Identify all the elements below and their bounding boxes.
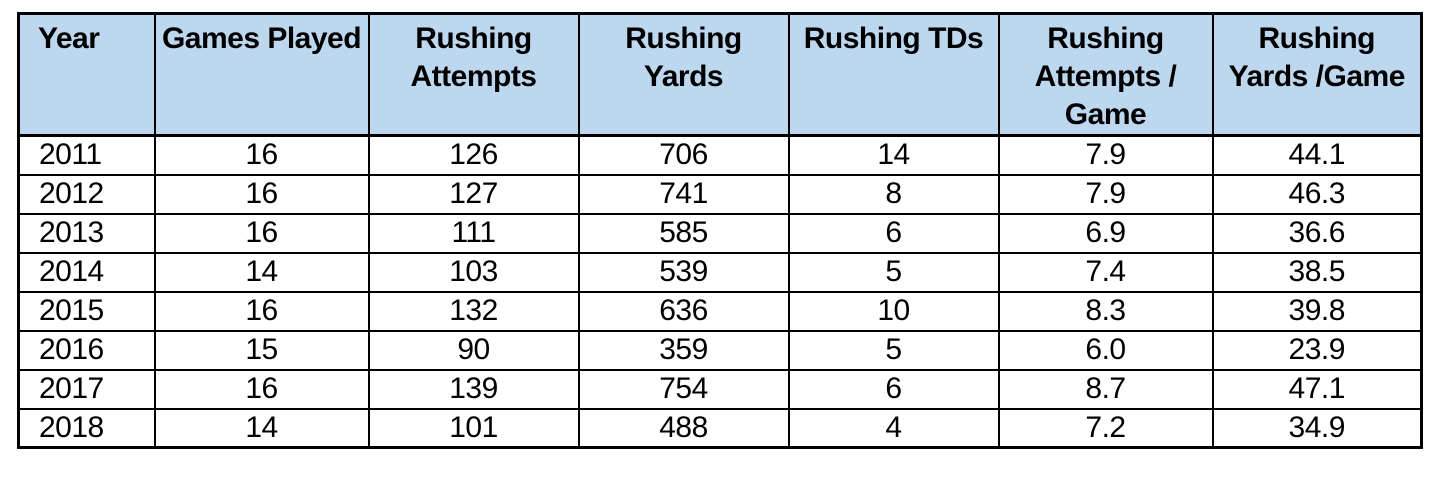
cell-year: 2016 xyxy=(17,329,156,371)
cell-rushing-tds: 6 xyxy=(787,368,1000,410)
cell-rushing-yards: 359 xyxy=(577,329,790,371)
column-header-rushing-yards: Rushing Yards xyxy=(577,12,790,137)
cell-rushing-yards: 539 xyxy=(577,251,790,293)
cell-rushing-tds: 10 xyxy=(787,290,1000,332)
cell-rushing-tds: 8 xyxy=(787,173,1000,215)
header-row: Year Games Played Rushing Attempts Rushi… xyxy=(17,12,1423,137)
table-row-2013: 2013 16 111 585 6 6.9 36.6 xyxy=(17,212,1423,254)
cell-rushing-tds: 5 xyxy=(787,329,1000,371)
cell-rushing-attempts-per-game: 7.4 xyxy=(997,251,1214,293)
table-row-2018: 2018 14 101 488 4 7.2 34.9 xyxy=(17,407,1423,449)
cell-rushing-attempts-per-game: 7.9 xyxy=(997,173,1214,215)
cell-rushing-tds: 5 xyxy=(787,251,1000,293)
cell-rushing-attempts: 132 xyxy=(367,290,580,332)
cell-games-played: 16 xyxy=(153,212,370,254)
cell-games-played: 15 xyxy=(153,329,370,371)
column-header-rushing-attempts: Rushing Attempts xyxy=(367,12,580,137)
cell-games-played: 14 xyxy=(153,407,370,449)
cell-rushing-yards: 706 xyxy=(577,134,790,176)
cell-rushing-attempts: 127 xyxy=(367,173,580,215)
cell-rushing-yards-per-game: 47.1 xyxy=(1211,368,1423,410)
cell-games-played: 16 xyxy=(153,290,370,332)
cell-rushing-yards: 741 xyxy=(577,173,790,215)
cell-rushing-yards-per-game: 39.8 xyxy=(1211,290,1423,332)
cell-rushing-tds: 6 xyxy=(787,212,1000,254)
cell-rushing-yards: 636 xyxy=(577,290,790,332)
cell-rushing-yards-per-game: 34.9 xyxy=(1211,407,1423,449)
cell-rushing-attempts: 111 xyxy=(367,212,580,254)
table-row-2012: 2012 16 127 741 8 7.9 46.3 xyxy=(17,173,1423,215)
cell-rushing-attempts: 103 xyxy=(367,251,580,293)
cell-rushing-yards-per-game: 46.3 xyxy=(1211,173,1423,215)
cell-year: 2011 xyxy=(17,134,156,176)
cell-rushing-yards-per-game: 38.5 xyxy=(1211,251,1423,293)
cell-rushing-attempts-per-game: 8.3 xyxy=(997,290,1214,332)
cell-rushing-yards-per-game: 44.1 xyxy=(1211,134,1423,176)
table-row-2017: 2017 16 139 754 6 8.7 47.1 xyxy=(17,368,1423,410)
cell-year: 2015 xyxy=(17,290,156,332)
column-header-year: Year xyxy=(17,12,156,137)
cell-rushing-attempts-per-game: 7.9 xyxy=(997,134,1214,176)
column-header-rushing-tds: Rushing TDs xyxy=(787,12,1000,137)
table-row-2015: 2015 16 132 636 10 8.3 39.8 xyxy=(17,290,1423,332)
rushing-stats-table: Year Games Played Rushing Attempts Rushi… xyxy=(17,12,1423,449)
cell-rushing-yards: 585 xyxy=(577,212,790,254)
table-row-2014: 2014 14 103 539 5 7.4 38.5 xyxy=(17,251,1423,293)
cell-rushing-attempts: 139 xyxy=(367,368,580,410)
cell-rushing-attempts-per-game: 6.0 xyxy=(997,329,1214,371)
cell-rushing-tds: 14 xyxy=(787,134,1000,176)
cell-rushing-yards: 754 xyxy=(577,368,790,410)
column-header-games-played: Games Played xyxy=(153,12,370,137)
cell-rushing-attempts: 126 xyxy=(367,134,580,176)
cell-year: 2018 xyxy=(17,407,156,449)
table-row-2011: 2011 16 126 706 14 7.9 44.1 xyxy=(17,134,1423,176)
table-row-2016: 2016 15 90 359 5 6.0 23.9 xyxy=(17,329,1423,371)
cell-year: 2013 xyxy=(17,212,156,254)
cell-rushing-attempts-per-game: 7.2 xyxy=(997,407,1214,449)
cell-rushing-attempts: 90 xyxy=(367,329,580,371)
cell-rushing-attempts-per-game: 8.7 xyxy=(997,368,1214,410)
cell-rushing-yards: 488 xyxy=(577,407,790,449)
cell-games-played: 16 xyxy=(153,134,370,176)
cell-games-played: 16 xyxy=(153,173,370,215)
cell-year: 2017 xyxy=(17,368,156,410)
cell-rushing-yards-per-game: 36.6 xyxy=(1211,212,1423,254)
cell-year: 2012 xyxy=(17,173,156,215)
cell-rushing-attempts-per-game: 6.9 xyxy=(997,212,1214,254)
cell-rushing-attempts: 101 xyxy=(367,407,580,449)
cell-year: 2014 xyxy=(17,251,156,293)
cell-games-played: 16 xyxy=(153,368,370,410)
cell-rushing-tds: 4 xyxy=(787,407,1000,449)
cell-games-played: 14 xyxy=(153,251,370,293)
column-header-rushing-attempts-per-game: Rushing Attempts / Game xyxy=(997,12,1214,137)
column-header-rushing-yards-per-game: Rushing Yards /Game xyxy=(1211,12,1423,137)
cell-rushing-yards-per-game: 23.9 xyxy=(1211,329,1423,371)
